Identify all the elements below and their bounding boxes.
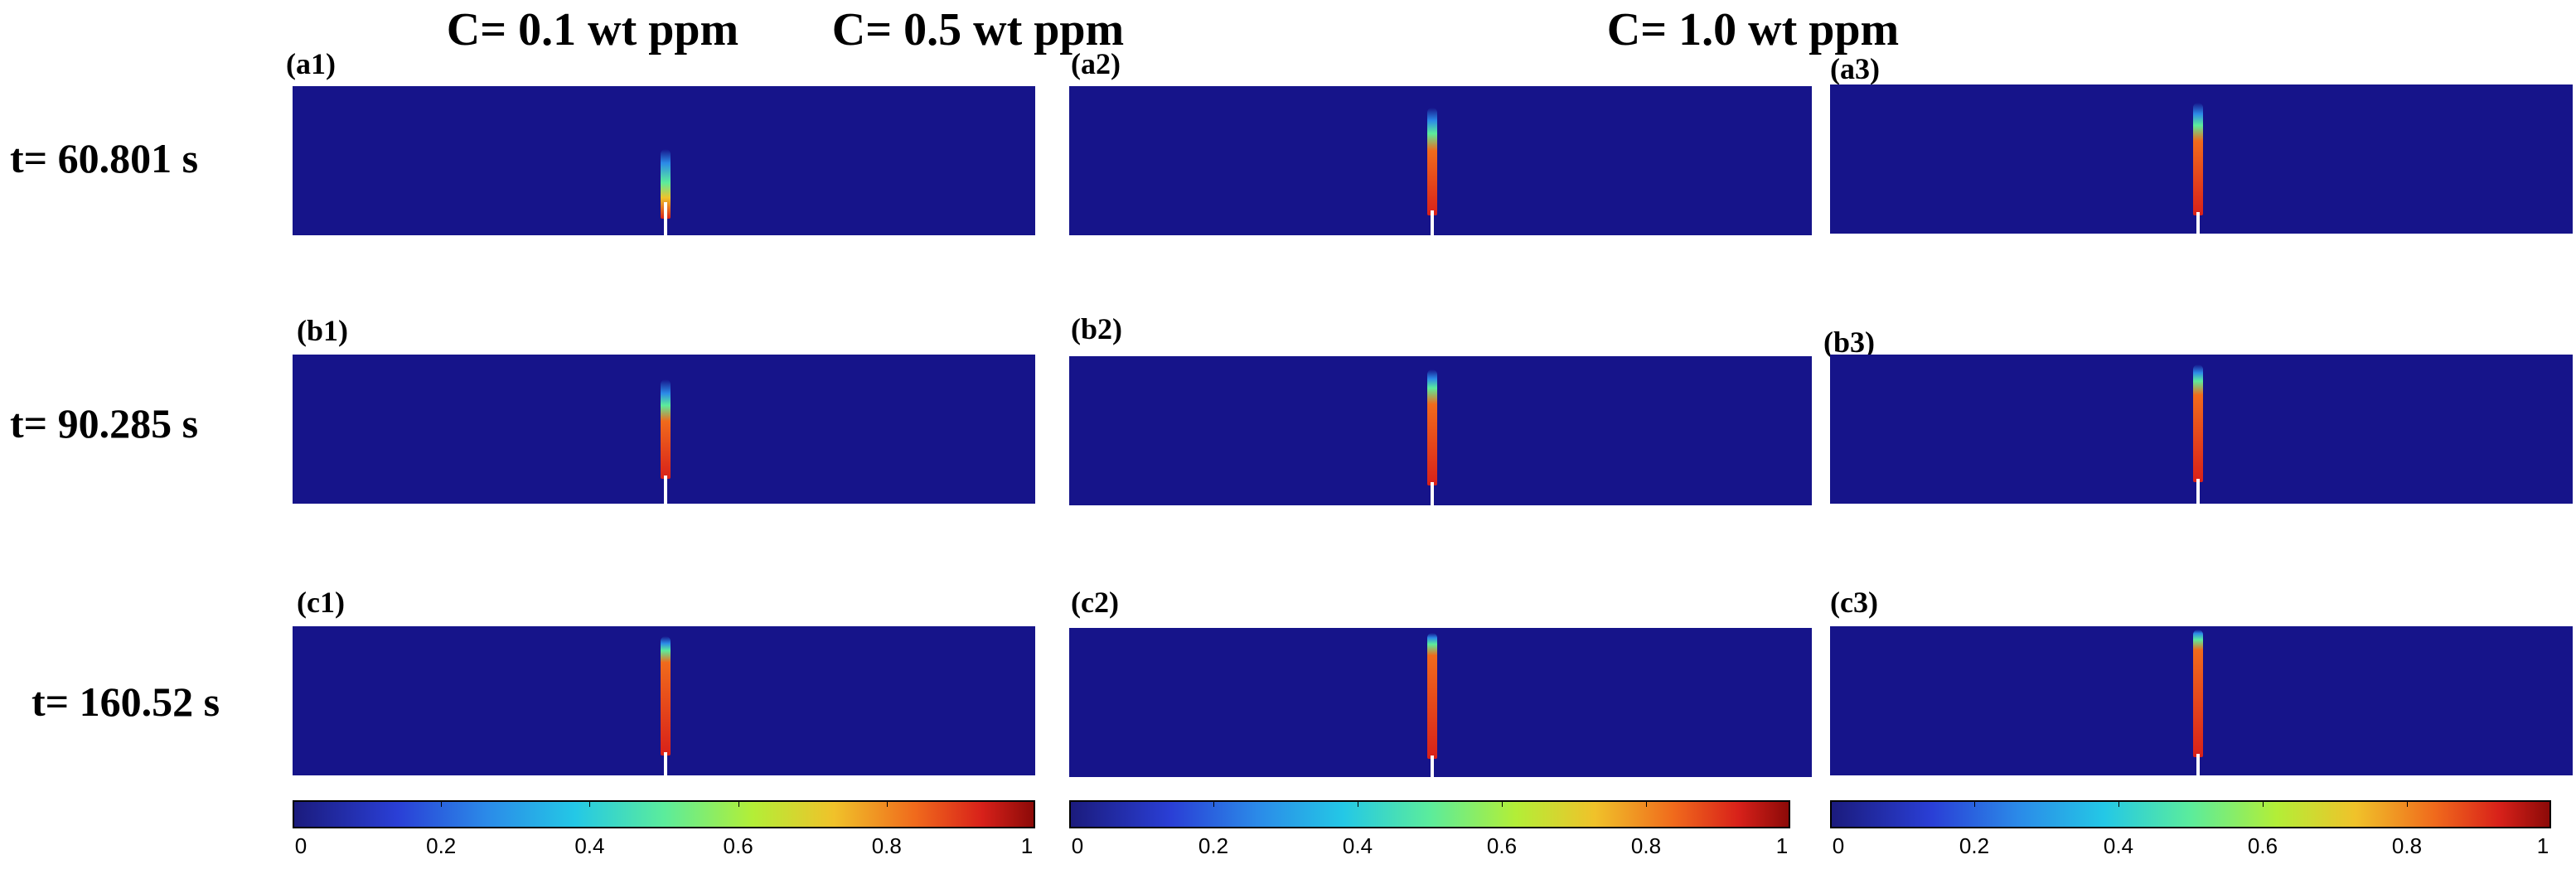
- colorbar-gradient: [1830, 800, 2551, 828]
- colorbar-tick-label: 1: [2536, 833, 2549, 858]
- contour-panel-a2: [1069, 86, 1812, 235]
- crack-line: [2196, 754, 2200, 775]
- crack-line: [2196, 479, 2200, 504]
- colorbar-tick-label: 1: [1020, 833, 1034, 858]
- colorbar-tick-label: 0.8: [1630, 833, 1662, 858]
- column-header-c-0-1: C= 0.1 wt ppm: [446, 4, 739, 56]
- panel-label-c3: (c3): [1830, 586, 1878, 619]
- colorbar-tick-label: 0.2: [1959, 833, 1990, 858]
- crack-plume: [2193, 630, 2203, 757]
- colorbar-ticks: 0 0.2 0.4 0.6 0.8 1: [1830, 800, 2551, 867]
- contour-panel-b1: [293, 355, 1035, 504]
- colorbar-tick-label: 0.6: [1486, 833, 1518, 858]
- colorbar-tick-label: 0.2: [1198, 833, 1229, 858]
- row-label-t3: t= 160.52 s: [31, 678, 220, 725]
- colorbar-tick-label: 0.4: [574, 833, 605, 858]
- row-label-t2: t= 90.285 s: [10, 400, 199, 447]
- colorbar-tick-label: 0.4: [1342, 833, 1373, 858]
- crack-plume: [1427, 108, 1437, 215]
- crack-line: [664, 476, 667, 504]
- colorbar-tick-label: 0: [294, 833, 307, 858]
- crack-plume: [661, 149, 671, 219]
- crack-line: [1431, 210, 1434, 235]
- colorbar-tick-label: 0: [1832, 833, 1845, 858]
- panel-label-b3: (b3): [1823, 326, 1875, 359]
- colorbar-1: 0 0.2 0.4 0.6 0.8 1: [293, 800, 1035, 867]
- colorbar-tick: [2549, 800, 2550, 807]
- column-header-c-1-0: C= 1.0 wt ppm: [1606, 4, 1900, 56]
- crack-plume: [2193, 364, 2203, 482]
- contour-panel-b3: [1830, 355, 2573, 504]
- crack-line: [2196, 212, 2200, 234]
- crack-line: [1431, 756, 1434, 777]
- crack-line: [664, 752, 667, 775]
- colorbar-tick: [441, 800, 443, 807]
- colorbar-tick-label: 0.8: [2391, 833, 2423, 858]
- panel-label-a1: (a1): [286, 47, 336, 80]
- colorbar-2: 0 0.2 0.4 0.6 0.8 1: [1069, 800, 1790, 867]
- crack-line: [1431, 482, 1434, 505]
- colorbar-tick: [738, 800, 739, 807]
- colorbar-tick: [1830, 800, 1831, 807]
- colorbar-tick-label: 0.4: [2103, 833, 2134, 858]
- contour-panel-a3: [1830, 84, 2573, 234]
- colorbar-tick: [1069, 800, 1070, 807]
- colorbar-tick: [2118, 800, 2119, 807]
- panel-label-b1: (b1): [297, 314, 348, 347]
- panel-label-c2: (c2): [1071, 586, 1119, 619]
- colorbar-tick: [1646, 800, 1647, 807]
- colorbar-ticks: 0 0.2 0.4 0.6 0.8 1: [1069, 800, 1790, 867]
- contour-panel-c1: [293, 626, 1035, 775]
- panel-label-b2: (b2): [1071, 312, 1122, 345]
- colorbar-tick: [2407, 800, 2408, 807]
- colorbar-tick-label: 0.2: [426, 833, 457, 858]
- colorbar-gradient: [1069, 800, 1790, 828]
- panel-label-a2: (a2): [1071, 47, 1121, 80]
- colorbar-tick-label: 0: [1071, 833, 1084, 858]
- colorbar-tick-label: 1: [1775, 833, 1789, 858]
- crack-plume: [661, 636, 671, 756]
- colorbar-tick: [1502, 800, 1503, 807]
- colorbar-3: 0 0.2 0.4 0.6 0.8 1: [1830, 800, 2551, 867]
- crack-plume: [2193, 103, 2203, 215]
- crack-line: [664, 202, 667, 235]
- crack-plume: [1427, 369, 1437, 485]
- crack-plume: [1427, 633, 1437, 759]
- colorbar-tick: [1213, 800, 1214, 807]
- contour-panel-c2: [1069, 628, 1812, 777]
- colorbar-tick: [2263, 800, 2264, 807]
- colorbar-ticks: 0 0.2 0.4 0.6 0.8 1: [293, 800, 1035, 867]
- contour-panel-b2: [1069, 356, 1812, 505]
- colorbar-tick-label: 0.8: [871, 833, 902, 858]
- colorbar-tick-label: 0.6: [2247, 833, 2278, 858]
- column-header-c-0-5: C= 0.5 wt ppm: [831, 4, 1125, 56]
- panel-label-c1: (c1): [297, 586, 345, 619]
- colorbar-tick: [589, 800, 591, 807]
- row-label-t1: t= 60.801 s: [10, 135, 199, 181]
- colorbar-tick: [1974, 800, 1975, 807]
- colorbar-gradient: [293, 800, 1035, 828]
- colorbar-tick-label: 0.6: [723, 833, 753, 858]
- crack-plume: [661, 379, 671, 479]
- colorbar-tick: [886, 800, 888, 807]
- contour-panel-a1: [293, 86, 1035, 235]
- panel-label-a3: (a3): [1830, 52, 1880, 85]
- contour-panel-c3: [1830, 626, 2573, 775]
